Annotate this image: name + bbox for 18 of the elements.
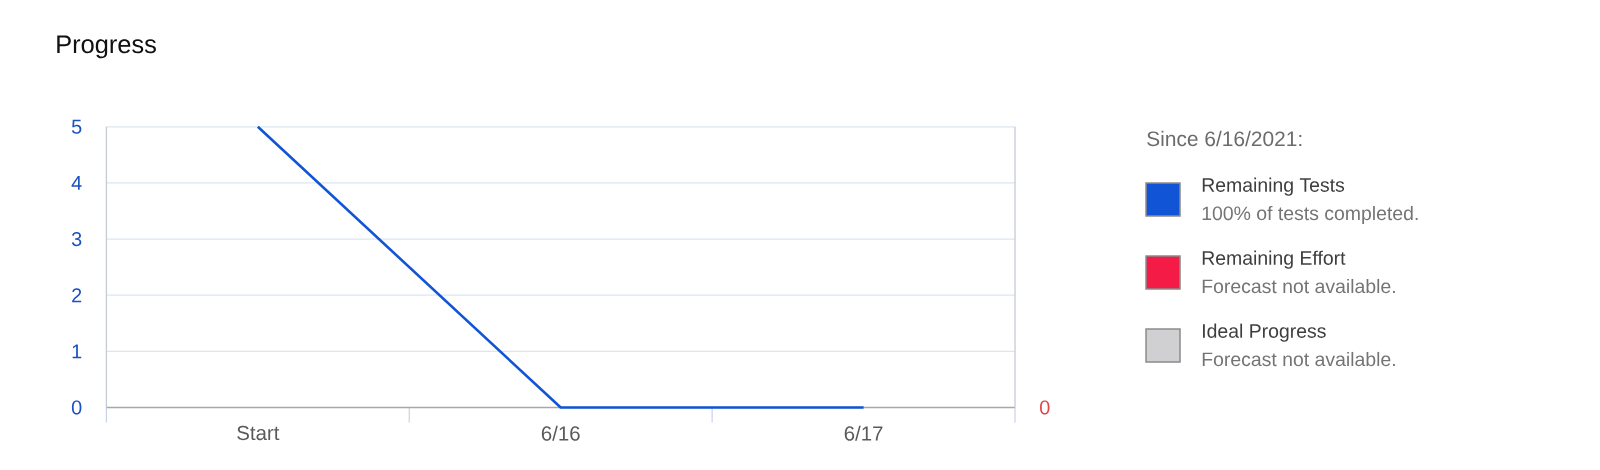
- x-tick-label: 6/16: [541, 425, 580, 441]
- text: 0: [1039, 400, 1050, 415]
- legend-label: Remaining Effort: [1202, 250, 1346, 269]
- y-tick-label: 5: [71, 119, 82, 134]
- legend-label: Remaining Tests: [1202, 177, 1345, 196]
- y-tick-label: 3: [71, 232, 82, 247]
- x-tick-label: 6/17: [844, 425, 883, 441]
- text: Forecast not available.: [1202, 278, 1395, 294]
- legend-label: Ideal Progress: [1203, 323, 1326, 342]
- text: 100% of tests completed.: [1202, 205, 1418, 225]
- y-tick-label: 1: [72, 344, 82, 359]
- y-tick-label: 0: [71, 400, 82, 415]
- y-tick-label: 4: [71, 176, 82, 190]
- chart-title: Progress: [57, 35, 156, 59]
- legend-title: Since 6/16/2021:: [1147, 130, 1302, 147]
- y-tick-label: 2: [72, 288, 82, 303]
- text: Forecast not available.: [1202, 351, 1395, 367]
- x-tick-label: Start: [237, 425, 280, 441]
